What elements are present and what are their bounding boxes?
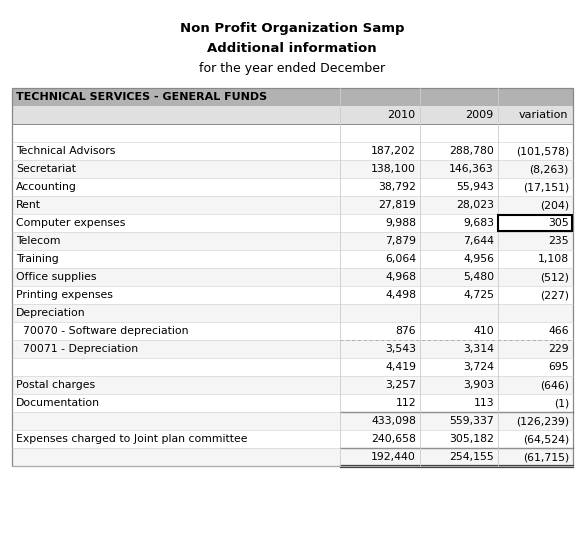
Bar	[12, 340, 573, 358]
Text: (126,239): (126,239)	[516, 416, 569, 426]
Text: 235: 235	[548, 236, 569, 246]
Bar	[12, 376, 573, 394]
Text: 55,943: 55,943	[456, 182, 494, 192]
Bar	[12, 232, 573, 250]
Text: 113: 113	[473, 398, 494, 408]
Bar	[12, 178, 573, 196]
Text: 70070 - Software depreciation: 70070 - Software depreciation	[16, 326, 188, 336]
Text: Training: Training	[16, 254, 59, 264]
Text: Accounting: Accounting	[16, 182, 77, 192]
Text: (512): (512)	[540, 272, 569, 282]
Bar	[12, 88, 573, 466]
Text: 9,988: 9,988	[385, 218, 416, 228]
Text: Printing expenses: Printing expenses	[16, 290, 113, 300]
Text: 70071 - Depreciation: 70071 - Depreciation	[16, 344, 138, 354]
Text: 38,792: 38,792	[378, 182, 416, 192]
Bar	[12, 286, 573, 304]
Text: (101,578): (101,578)	[516, 146, 569, 156]
Text: 240,658: 240,658	[371, 434, 416, 444]
Text: 410: 410	[473, 326, 494, 336]
Text: 192,440: 192,440	[371, 452, 416, 462]
Text: 7,644: 7,644	[463, 236, 494, 246]
Bar	[12, 88, 573, 106]
Text: Computer expenses: Computer expenses	[16, 218, 125, 228]
Text: 3,543: 3,543	[385, 344, 416, 354]
Text: 28,023: 28,023	[456, 200, 494, 210]
Text: 229: 229	[548, 344, 569, 354]
Text: 466: 466	[548, 326, 569, 336]
Text: (17,151): (17,151)	[523, 182, 569, 192]
Bar	[12, 448, 573, 466]
Text: (227): (227)	[540, 290, 569, 300]
Bar	[12, 214, 573, 232]
Text: 3,903: 3,903	[463, 380, 494, 390]
Text: 112: 112	[395, 398, 416, 408]
Text: Office supplies: Office supplies	[16, 272, 97, 282]
Bar	[12, 106, 573, 124]
Text: (1): (1)	[554, 398, 569, 408]
Bar	[12, 250, 573, 268]
Text: Secretariat: Secretariat	[16, 164, 76, 174]
Bar	[12, 196, 573, 214]
Text: 4,419: 4,419	[385, 362, 416, 372]
Text: Non Profit Organization Samp: Non Profit Organization Samp	[180, 22, 404, 35]
Text: 288,780: 288,780	[449, 146, 494, 156]
Text: 3,314: 3,314	[463, 344, 494, 354]
Bar	[12, 430, 573, 448]
Bar	[498, 215, 572, 231]
Text: (8,263): (8,263)	[529, 164, 569, 174]
Text: Documentation: Documentation	[16, 398, 100, 408]
Bar	[12, 304, 573, 322]
Text: 433,098: 433,098	[371, 416, 416, 426]
Text: TECHNICAL SERVICES - GENERAL FUNDS: TECHNICAL SERVICES - GENERAL FUNDS	[16, 92, 267, 102]
Bar	[12, 412, 573, 430]
Text: 27,819: 27,819	[378, 200, 416, 210]
Text: 3,257: 3,257	[385, 380, 416, 390]
Bar	[12, 394, 573, 412]
Text: 5,480: 5,480	[463, 272, 494, 282]
Text: 146,363: 146,363	[449, 164, 494, 174]
Text: 2009: 2009	[464, 110, 493, 120]
Bar	[12, 142, 573, 160]
Text: 305,182: 305,182	[449, 434, 494, 444]
Text: Technical Advisors: Technical Advisors	[16, 146, 115, 156]
Text: for the year ended December: for the year ended December	[199, 62, 385, 75]
Text: variation: variation	[518, 110, 568, 120]
Text: 138,100: 138,100	[371, 164, 416, 174]
Text: 559,337: 559,337	[449, 416, 494, 426]
Bar	[12, 358, 573, 376]
Text: 4,968: 4,968	[385, 272, 416, 282]
Text: 6,064: 6,064	[385, 254, 416, 264]
Text: Telecom: Telecom	[16, 236, 60, 246]
Bar	[12, 268, 573, 286]
Text: (61,715): (61,715)	[523, 452, 569, 462]
Text: 7,879: 7,879	[385, 236, 416, 246]
Text: Postal charges: Postal charges	[16, 380, 95, 390]
Bar	[12, 322, 573, 340]
Text: 305: 305	[548, 218, 569, 228]
Text: 4,498: 4,498	[385, 290, 416, 300]
Text: Additional information: Additional information	[207, 42, 377, 55]
Text: 3,724: 3,724	[463, 362, 494, 372]
Text: 187,202: 187,202	[371, 146, 416, 156]
Text: 4,956: 4,956	[463, 254, 494, 264]
Text: 2010: 2010	[387, 110, 415, 120]
Text: Rent: Rent	[16, 200, 41, 210]
Text: 9,683: 9,683	[463, 218, 494, 228]
Text: Depreciation: Depreciation	[16, 308, 85, 318]
Text: 4,725: 4,725	[463, 290, 494, 300]
Text: Expenses charged to Joint plan committee: Expenses charged to Joint plan committee	[16, 434, 247, 444]
Text: 876: 876	[395, 326, 416, 336]
Text: (204): (204)	[540, 200, 569, 210]
Text: (646): (646)	[540, 380, 569, 390]
Text: 254,155: 254,155	[449, 452, 494, 462]
Text: 1,108: 1,108	[538, 254, 569, 264]
Bar	[12, 160, 573, 178]
Text: (64,524): (64,524)	[523, 434, 569, 444]
Text: 695: 695	[548, 362, 569, 372]
